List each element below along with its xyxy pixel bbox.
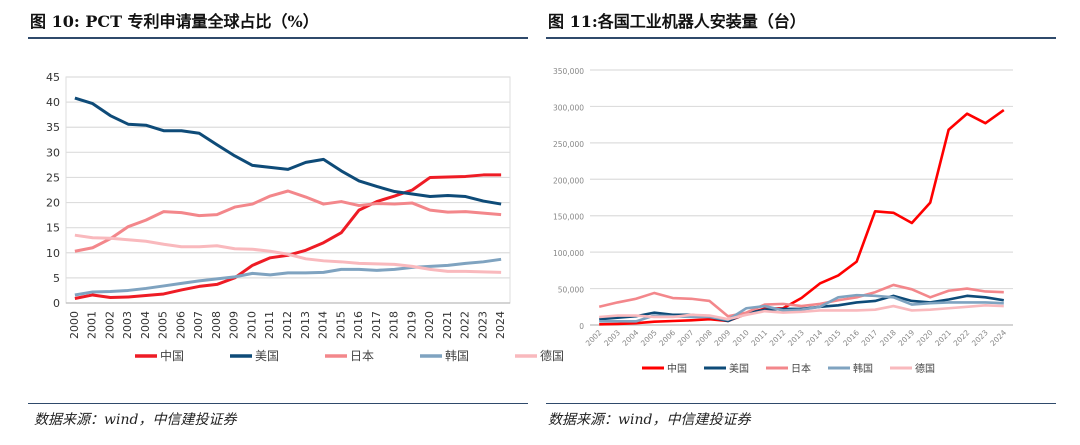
legend-label: 美国 [255,349,279,363]
legend-label: 德国 [915,362,935,375]
footer-divider [546,403,1056,404]
x-tick-label: 2018 [388,311,401,339]
x-tick-label: 2021 [933,328,953,348]
series-line-2 [598,283,1004,318]
y-tick-label: 350,000 [553,67,584,76]
x-tick-label: 2017 [370,311,383,339]
x-tick-label: 2004 [139,311,152,339]
x-tick-label: 2001 [86,311,99,339]
legend-label: 日本 [350,349,374,363]
x-tick-label: 2023 [476,311,489,339]
y-tick-label: 50,000 [558,286,584,295]
y-tick-label: 5 [53,272,60,285]
x-tick-label: 2013 [299,311,312,339]
x-tick-label: 2022 [459,311,472,339]
legend-label: 中国 [160,348,184,363]
x-tick-label: 2008 [210,311,223,339]
x-tick-label: 2007 [676,328,696,348]
x-tick-label: 2012 [768,328,788,348]
x-tick-label: 2019 [896,328,916,348]
x-tick-label: 2010 [245,311,258,339]
y-tick-label: 300,000 [553,103,584,112]
x-tick-label: 2015 [334,311,347,339]
x-tick-label: 2020 [915,328,935,348]
y-tick-label: 0 [53,297,60,310]
y-tick-label: 15 [46,222,60,235]
x-tick-label: 2016 [352,311,365,339]
x-tick-label: 2024 [494,311,507,339]
y-tick-label: 40 [46,96,60,109]
y-tick-label: 150,000 [553,213,584,222]
y-tick-label: 0 [579,322,584,331]
legend-label: 韩国 [853,362,873,375]
legend-label: 中国 [667,362,687,375]
x-tick-label: 2005 [639,328,659,348]
x-tick-label: 2002 [584,328,604,348]
y-tick-label: 35 [46,121,60,134]
legend-label: 韩国 [445,348,469,363]
x-tick-label: 2011 [263,311,276,339]
x-tick-label: 2018 [878,328,898,348]
y-tick-label: 10 [46,247,60,260]
y-tick-label: 20 [46,197,60,210]
title-divider [28,37,528,39]
x-tick-label: 2014 [804,328,824,348]
x-tick-label: 2013 [786,328,806,348]
x-tick-label: 2014 [317,311,330,339]
x-tick-label: 2011 [749,328,769,348]
x-tick-label: 2009 [228,311,241,339]
x-tick-label: 2021 [441,311,454,339]
x-tick-label: 2004 [621,328,641,348]
x-tick-label: 2003 [602,328,622,348]
x-tick-label: 2024 [988,328,1008,348]
right-source: 数据来源：wind，中信建投证券 [548,412,751,428]
x-tick-label: 2019 [405,311,418,339]
x-tick-label: 2022 [952,328,972,348]
x-tick-label: 2012 [281,311,294,339]
x-tick-label: 2003 [121,311,134,339]
series-line-4 [599,304,1004,321]
y-tick-label: 30 [46,146,60,159]
x-tick-label: 2017 [860,328,880,348]
series-line-0 [74,173,502,300]
left-source: 数据来源：wind，中信建投证券 [34,412,237,428]
legend-label: 美国 [729,362,749,375]
left-chart-title: 图 10: PCT 专利申请量全球占比（%） [30,12,319,31]
y-tick-label: 25 [46,171,60,184]
x-tick-label: 2006 [174,311,187,339]
y-tick-label: 45 [46,71,60,84]
title-divider [546,37,1056,39]
x-tick-label: 2023 [970,328,990,348]
y-tick-label: 200,000 [553,176,584,185]
series-line-0 [599,109,1005,326]
x-tick-label: 2020 [423,311,436,339]
legend-label: 日本 [791,362,811,375]
series-line-4 [74,233,502,274]
x-tick-label: 2006 [657,328,677,348]
x-tick-label: 2009 [712,328,732,348]
right-chart-title: 图 11:各国工业机器人安装量（台） [548,12,806,31]
footer-divider [28,403,528,404]
y-tick-label: 250,000 [553,140,584,149]
x-tick-label: 2016 [841,328,861,348]
series-line-1 [74,96,502,206]
x-tick-label: 2010 [731,328,751,348]
x-tick-label: 2000 [68,311,81,339]
x-tick-label: 2015 [823,328,843,348]
x-tick-label: 2005 [157,311,170,339]
x-tick-label: 2002 [103,311,116,339]
series-line-3 [74,257,502,297]
x-tick-label: 2007 [192,311,205,339]
legend-label: 德国 [540,348,564,363]
x-tick-label: 2008 [694,328,714,348]
series-line-2 [74,189,502,253]
y-tick-label: 100,000 [553,249,584,258]
